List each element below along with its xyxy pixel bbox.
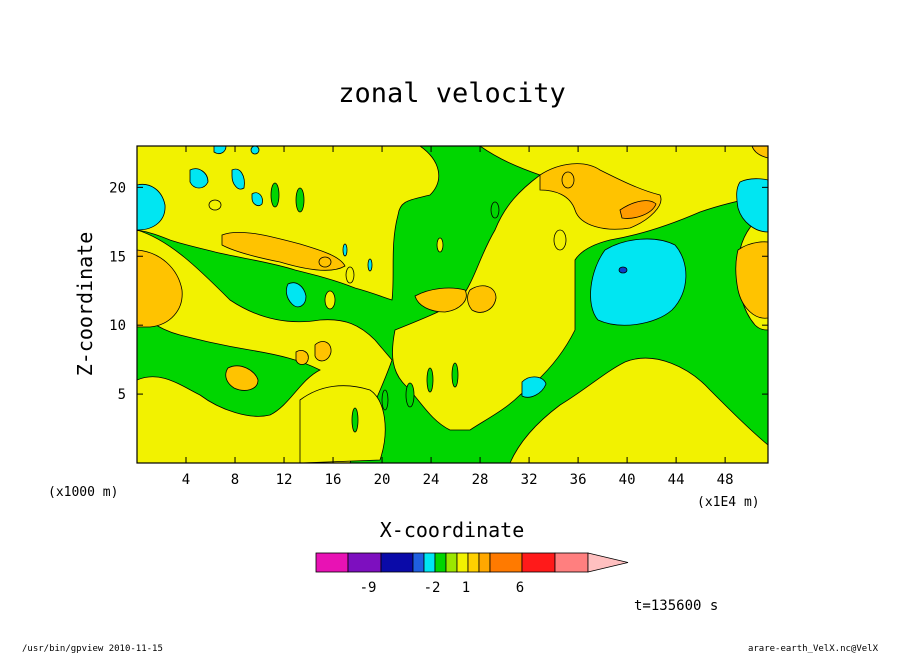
footer-left: /usr/bin/gpview 2010-11-15 [22, 644, 163, 654]
small-green-blob [270, 182, 280, 208]
colorbar-segment [478, 552, 491, 573]
cyan-region [189, 168, 209, 189]
colorbar-segment [423, 552, 436, 573]
x-tick-label: 32 [521, 472, 538, 488]
yellow-region [299, 385, 386, 463]
x-tick-label: 28 [472, 472, 489, 488]
cyan-region [137, 183, 166, 231]
small-yellow-blob [324, 290, 336, 310]
cyan-region [285, 282, 307, 308]
colorbar-segment [347, 552, 382, 573]
x-tick-label: 36 [570, 472, 587, 488]
blue-region [618, 266, 628, 274]
colorbar-segment [434, 552, 447, 573]
x-unit-label: (x1E4 m) [697, 495, 760, 510]
small-green-blob [295, 187, 305, 213]
small-green-blob [490, 201, 500, 219]
orange-region [414, 287, 467, 313]
cyan-region [736, 178, 768, 233]
x-tick-label: 48 [717, 472, 734, 488]
small-orange-blob [318, 256, 332, 268]
x-tick-label: 20 [374, 472, 391, 488]
y-tick-label: 5 [118, 387, 126, 403]
orange-region [225, 365, 259, 391]
colorbar-segment [489, 552, 523, 573]
colorbar-segment [456, 552, 469, 573]
x-axis: 4 8 12 16 20 24 28 32 36 40 44 48 [182, 146, 734, 488]
colorbar-extension [587, 552, 629, 573]
colorbar-segment [445, 552, 458, 573]
x-tick-label: 12 [276, 472, 293, 488]
small-cyan-blob [250, 146, 260, 155]
cyan-region [590, 238, 687, 326]
colorbar-label: -9 [360, 580, 377, 596]
cyan-region [231, 168, 245, 190]
cyan-region [521, 376, 547, 398]
y-tick-label: 15 [109, 249, 126, 265]
small-green-blob [426, 367, 434, 393]
colorbar-label: 1 [462, 580, 470, 596]
x-tick-label: 40 [619, 472, 636, 488]
colorbar-segment [315, 552, 349, 573]
y-unit-label: (x1000 m) [48, 485, 118, 500]
small-orange-blob [561, 171, 575, 189]
y-axis: 5 10 15 20 [109, 180, 768, 403]
yellow-region [509, 357, 768, 463]
small-green-blob [381, 389, 389, 411]
small-yellow-blob [553, 229, 567, 251]
colorbar-segment [554, 552, 589, 573]
x-tick-label: 44 [668, 472, 685, 488]
small-yellow-blob [345, 266, 355, 284]
chart-title: zonal velocity [338, 78, 566, 109]
orange-region [751, 146, 768, 159]
y-axis-title: Z-coordinate [73, 232, 97, 377]
orange-region [735, 241, 768, 319]
small-yellow-blob [208, 199, 222, 211]
colorbar-segment [521, 552, 556, 573]
footer-right: arare-earth_VelX.nc@VelX [748, 644, 879, 654]
orange-region [295, 350, 309, 365]
orange-region [467, 285, 497, 313]
dark-orange-region [619, 200, 657, 219]
colorbar-label: 6 [516, 580, 524, 596]
plot-area [137, 146, 768, 463]
yellow-region [137, 146, 439, 301]
small-green-blob [351, 407, 359, 433]
small-green-blob [451, 362, 459, 388]
colorbar-label: -2 [424, 580, 441, 596]
cyan-region [251, 192, 263, 206]
plot-frame [136, 145, 769, 464]
x-tick-label: 4 [182, 472, 190, 488]
small-green-blob [405, 382, 415, 408]
colorbar-segment [412, 552, 425, 573]
small-cyan-blob [367, 258, 373, 272]
small-yellow-blob [436, 237, 444, 253]
x-tick-label: 16 [325, 472, 342, 488]
x-tick-label: 8 [231, 472, 239, 488]
time-label: t=135600 s [634, 598, 718, 614]
x-axis-title: X-coordinate [380, 518, 525, 542]
colorbar: -9 -2 1 6 [315, 552, 629, 596]
small-cyan-blob [342, 243, 348, 257]
x-tick-label: 24 [423, 472, 440, 488]
y-tick-label: 10 [109, 318, 126, 334]
orange-region [221, 231, 346, 271]
y-tick-label: 20 [109, 180, 126, 196]
orange-region [314, 341, 332, 362]
orange-region [137, 249, 183, 328]
yellow-region [392, 146, 768, 431]
colorbar-segment [467, 552, 480, 573]
colorbar-segment [380, 552, 414, 573]
